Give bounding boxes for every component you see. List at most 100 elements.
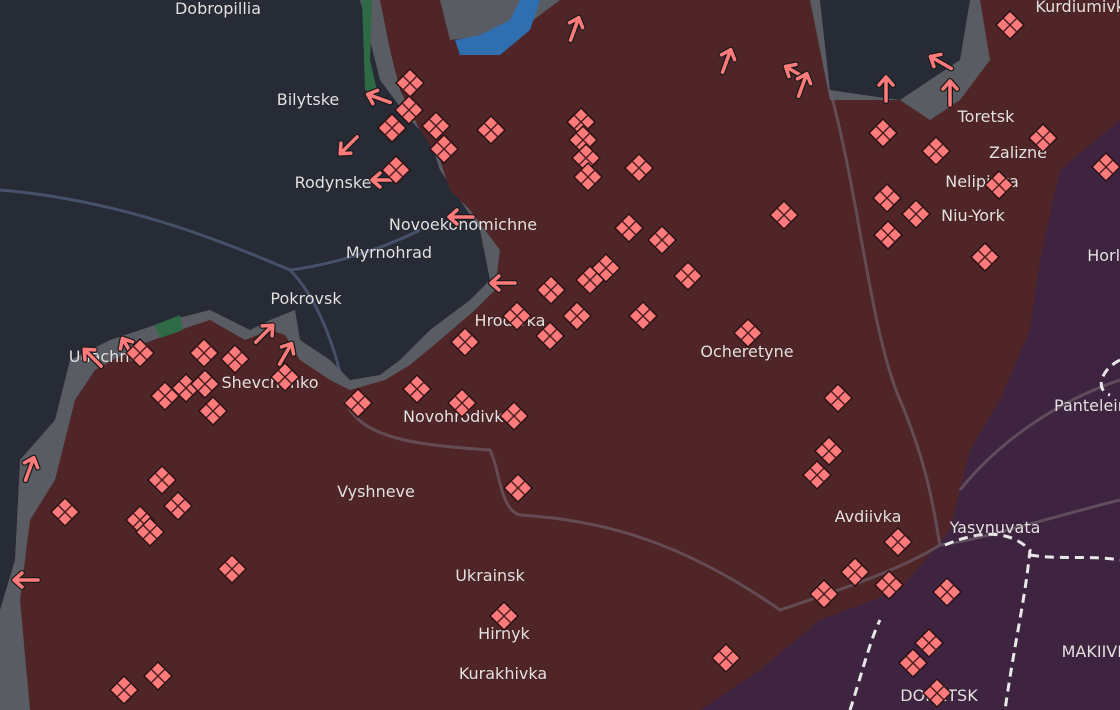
clash-diamond-icon[interactable] — [498, 400, 530, 432]
advance-arrow-icon — [276, 340, 297, 368]
clash-diamond-icon[interactable] — [428, 133, 460, 165]
clash-diamond-icon[interactable] — [142, 660, 174, 692]
occupied-before-2022-territory — [700, 120, 1120, 710]
advance-arrow-icon — [927, 51, 955, 72]
place-label: Novoekonomichne — [389, 215, 537, 234]
clash-diamond-icon[interactable] — [994, 9, 1026, 41]
clash-diamond-icon[interactable] — [475, 114, 507, 146]
clash-diamond-icon[interactable] — [839, 556, 871, 588]
contested-zone-toretsk — [900, 0, 990, 120]
clash-diamond-icon[interactable] — [49, 496, 81, 528]
advance-arrow-icon — [11, 570, 41, 590]
ukrainian-held-pocket — [820, 0, 970, 100]
clash-diamond-icon[interactable] — [732, 317, 764, 349]
place-label: Dobropillia — [175, 0, 261, 18]
clash-diamond-icon[interactable] — [627, 300, 659, 332]
advance-arrow-icon — [252, 322, 276, 346]
advance-arrow-icon — [794, 70, 814, 100]
clash-diamond-icon[interactable] — [376, 112, 408, 144]
clash-diamond-icon[interactable] — [572, 161, 604, 193]
clash-diamond-icon[interactable] — [189, 368, 221, 400]
clash-diamond-icon[interactable] — [188, 337, 220, 369]
clash-diamond-icon[interactable] — [921, 677, 953, 709]
clash-diamond-icon[interactable] — [931, 576, 963, 608]
place-label: MAKIIVKA — [1062, 642, 1120, 661]
clash-diamond-icon[interactable] — [216, 553, 248, 585]
clash-diamond-icon[interactable] — [502, 472, 534, 504]
clash-diamond-icon[interactable] — [134, 516, 166, 548]
clash-diamond-icon[interactable] — [534, 320, 566, 352]
clash-diamond-icon[interactable] — [124, 337, 156, 369]
clash-diamond-icon[interactable] — [872, 219, 904, 251]
clash-diamond-icon[interactable] — [672, 260, 704, 292]
clash-diamond-icon[interactable] — [561, 300, 593, 332]
advance-arrow-icon — [488, 273, 518, 293]
place-label: Rodynske — [295, 173, 372, 192]
place-label: Ukrainsk — [455, 566, 525, 585]
clash-diamond-icon[interactable] — [867, 117, 899, 149]
clash-diamond-icon[interactable] — [801, 459, 833, 491]
place-label: Pokrovsk — [270, 289, 342, 308]
clash-diamond-icon[interactable] — [420, 110, 452, 142]
place-label: Bilytske — [277, 90, 339, 109]
clash-diamond-icon[interactable] — [710, 642, 742, 674]
place-label: Yasynuvata — [949, 518, 1041, 537]
clash-diamond-icon[interactable] — [969, 241, 1001, 273]
place-label: Shevchenko — [221, 373, 318, 392]
clash-diamond-icon[interactable] — [380, 154, 412, 186]
clash-diamond-icon[interactable] — [342, 387, 374, 419]
place-label: Avdiivka — [835, 507, 902, 526]
clash-diamond-icon[interactable] — [393, 94, 425, 126]
clash-diamond-icon[interactable] — [920, 135, 952, 167]
clash-diamond-icon[interactable] — [1027, 122, 1059, 154]
forest-patch — [155, 315, 183, 338]
clash-diamond-icon[interactable] — [873, 569, 905, 601]
advance-arrow-icon — [718, 46, 738, 76]
clash-diamond-icon[interactable] — [446, 387, 478, 419]
place-label: Ocheretyne — [700, 342, 793, 361]
clash-diamond-icon[interactable] — [808, 578, 840, 610]
clash-diamond-icon[interactable] — [913, 627, 945, 659]
clash-diamond-icon[interactable] — [574, 264, 606, 296]
advance-arrow-icon — [446, 207, 476, 227]
clash-diamond-icon[interactable] — [813, 435, 845, 467]
clash-diamond-icon[interactable] — [623, 152, 655, 184]
clash-diamond-icon[interactable] — [219, 343, 251, 375]
place-label: Kurakhivka — [459, 664, 547, 683]
place-label: Panteleimonivka — [1054, 396, 1120, 415]
clash-diamond-icon[interactable] — [535, 274, 567, 306]
reservoir — [455, 0, 540, 55]
place-label: Zalizne — [989, 143, 1047, 162]
clash-diamond-icon[interactable] — [822, 382, 854, 414]
clash-diamond-icon[interactable] — [646, 224, 678, 256]
clash-diamond-icon[interactable] — [162, 490, 194, 522]
advance-arrow-icon — [940, 78, 960, 108]
place-label: Vyshneve — [337, 482, 415, 501]
place-label: Toretsk — [957, 107, 1016, 126]
clash-diamond-icon[interactable] — [269, 361, 301, 393]
advance-arrow-icon — [81, 346, 105, 370]
clash-diamond-icon[interactable] — [488, 600, 520, 632]
clash-diamond-icon[interactable] — [197, 395, 229, 427]
clash-diamond-icon[interactable] — [501, 300, 533, 332]
place-label: Kurdiumivka — [1035, 0, 1120, 16]
place-label: Niu-York — [941, 206, 1005, 225]
clash-diamond-icon[interactable] — [108, 674, 140, 706]
place-label: Hirnyk — [478, 624, 530, 643]
clash-diamond-icon[interactable] — [449, 326, 481, 358]
clash-diamond-icon[interactable] — [871, 182, 903, 214]
clash-diamond-icon[interactable] — [882, 526, 914, 558]
clash-diamond-icon[interactable] — [983, 169, 1015, 201]
clash-diamond-icon[interactable] — [768, 199, 800, 231]
clash-diamond-icon[interactable] — [146, 464, 178, 496]
clash-diamond-icon[interactable] — [613, 212, 645, 244]
clash-diamond-icon[interactable] — [900, 198, 932, 230]
pre-2022-line — [848, 358, 1120, 710]
clash-diamond-icon[interactable] — [401, 373, 433, 405]
advance-arrow-icon — [337, 133, 361, 157]
place-label: Novohrodivka — [403, 407, 513, 426]
clash-diamond-icon[interactable] — [897, 647, 929, 679]
clash-diamond-icon[interactable] — [1090, 151, 1120, 183]
